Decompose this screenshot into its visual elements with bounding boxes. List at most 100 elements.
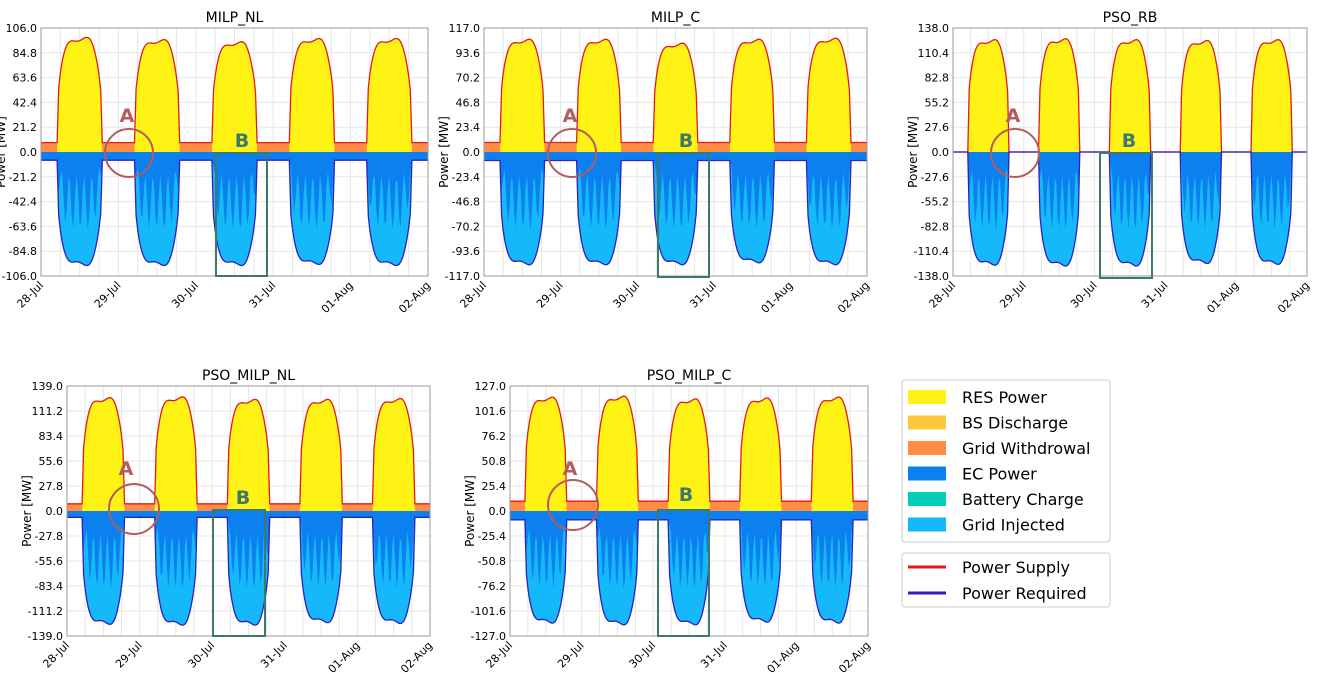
legend-swatch [908,390,946,404]
line-power-supply [484,37,867,144]
annotation-a-label: A [563,458,578,480]
y-tick-label: -55.6 [35,555,63,568]
legend-label: EC Power [962,465,1037,484]
y-tick-label: 0.0 [489,505,507,518]
legend-frame [901,379,1111,543]
x-tick-label: 31-Jul [698,639,730,671]
area-res-power [510,396,868,511]
y-tick-label: -83.4 [35,580,63,593]
subplot-title: PSO_MILP_NL [202,368,295,384]
y-tick-label: -25.4 [478,530,506,543]
area-ec-power [484,152,867,231]
y-tick-label: 111.2 [32,405,64,418]
y-tick-label: 127.0 [475,380,507,393]
y-tick-label: -139.0 [28,630,63,643]
y-tick-label: -27.6 [921,171,949,184]
legend-swatch [908,517,946,532]
x-tick-label: 28-Jul [40,639,72,671]
x-tick-label: 30-Jul [1068,279,1100,311]
annotation-a-circle [547,479,599,531]
legend-frame [901,552,1111,608]
y-tick-label: -93.6 [452,245,480,258]
x-tick-label: 28-Jul [457,279,489,311]
y-tick-label: 63.6 [13,72,38,85]
legend-fill-box: RES Power BS Discharge Grid Withdrowal EC P… [901,379,1111,543]
annotation-a-label: A [563,105,578,127]
x-tick-label: 02-Aug [1275,279,1312,316]
y-tick-label: -110.4 [914,245,949,258]
y-tick-label: -76.2 [478,580,506,593]
subplot-pso-milp-nl: 139.0 111.2 83.4 55.6 27.8 0.0 -27.8 -55.6 -83.4… [20,368,435,674]
annotation-a-circle [547,128,597,178]
line-power-supply [67,396,430,505]
y-tick-label: -50.8 [478,555,506,568]
annotation-b-label: B [236,487,250,509]
subplot-title: MILP_C [651,10,700,26]
annotation-b-label: B [679,484,693,506]
x-tick-label: 28-Jul [483,639,515,671]
y-tick-label: 46.8 [456,96,481,109]
x-tick-label: 02-Aug [836,639,873,674]
area-ec-power [510,511,868,590]
x-tick-label: 30-Jul [186,639,218,671]
subplot-title: MILP_NL [206,10,264,26]
line-power-required [953,151,1307,267]
x-tick-label: 02-Aug [396,279,433,316]
x-tick-label: 01-Aug [759,279,796,316]
area-res-power [67,396,430,511]
y-tick-label: 27.8 [39,480,64,493]
y-tick-label: 101.6 [475,405,507,418]
y-tick-label: 76.2 [482,430,507,443]
line-power-required [510,519,868,626]
subplot-pso-rb: 138.0 110.4 82.8 55.2 27.6 0.0 -27.6 -55.2 -82.8… [906,10,1312,316]
y-tick-label: -101.6 [471,605,506,618]
y-tick-label: -42.4 [9,196,37,209]
y-tick-label: 21.2 [13,121,38,134]
plot-frame [952,27,1308,277]
y-tick-label: -106.0 [2,270,37,283]
y-tick-label: 110.4 [918,47,950,60]
y-tick-label: 82.8 [925,72,950,85]
y-tick-label: 93.6 [456,47,481,60]
line-power-required [484,159,867,266]
legend-label: Power Required [962,584,1087,603]
annotation-a-circle [104,128,154,178]
area-res-power [41,37,428,152]
area-res-power [953,38,1307,152]
annotation-a-label: A [120,105,135,127]
legend-line-box: Power Supply Power Required [901,552,1111,608]
y-tick-label: 138.0 [918,22,950,35]
annotation-b-box [215,152,268,277]
y-tick-label: 42.4 [13,96,38,109]
x-tick-label: 01-Aug [1204,279,1241,316]
x-tick-label: 31-Jul [1139,279,1171,311]
subplot-pso-milp-c: 127.0 101.6 76.2 50.8 25.4 0.0 -25.4 -50.8 -76.2… [463,368,873,674]
subplot-title: PSO_RB [1103,10,1158,26]
annotation-b-box [657,509,710,637]
annotation-b-box [1099,152,1153,279]
x-tick-label: 31-Jul [258,639,290,671]
legend-label: BS Discharge [962,414,1068,433]
line-power-supply [41,36,428,144]
y-tick-label: 117.0 [449,22,481,35]
y-tick-label: 0.0 [20,146,38,159]
annotation-b-label: B [1122,130,1136,152]
y-tick-label: -46.8 [452,196,480,209]
y-tick-label: 0.0 [463,146,481,159]
x-tick-label: 31-Jul [247,279,279,311]
y-tick-label: 25.4 [482,480,507,493]
line-power-required [67,516,430,626]
x-tick-label: 29-Jul [997,279,1029,311]
annotation-b-box [212,509,266,637]
x-tick-label: 01-Aug [326,639,363,674]
y-tick-label: -70.2 [452,220,480,233]
area-ec-power [953,152,1307,231]
annotation-a-label: A [1006,105,1021,127]
y-tick-label: -111.2 [28,605,63,618]
x-tick-label: 29-Jul [555,639,587,671]
area-res-power [484,38,867,152]
subplot-milp-nl: 106.0 84.8 63.6 42.4 21.2 0.0 -21.2 -42.4 -63.6 -… [0,10,433,316]
x-tick-label: 30-Jul [627,639,659,671]
legend-swatch [908,466,946,481]
y-tick-label: 23.4 [456,121,481,134]
